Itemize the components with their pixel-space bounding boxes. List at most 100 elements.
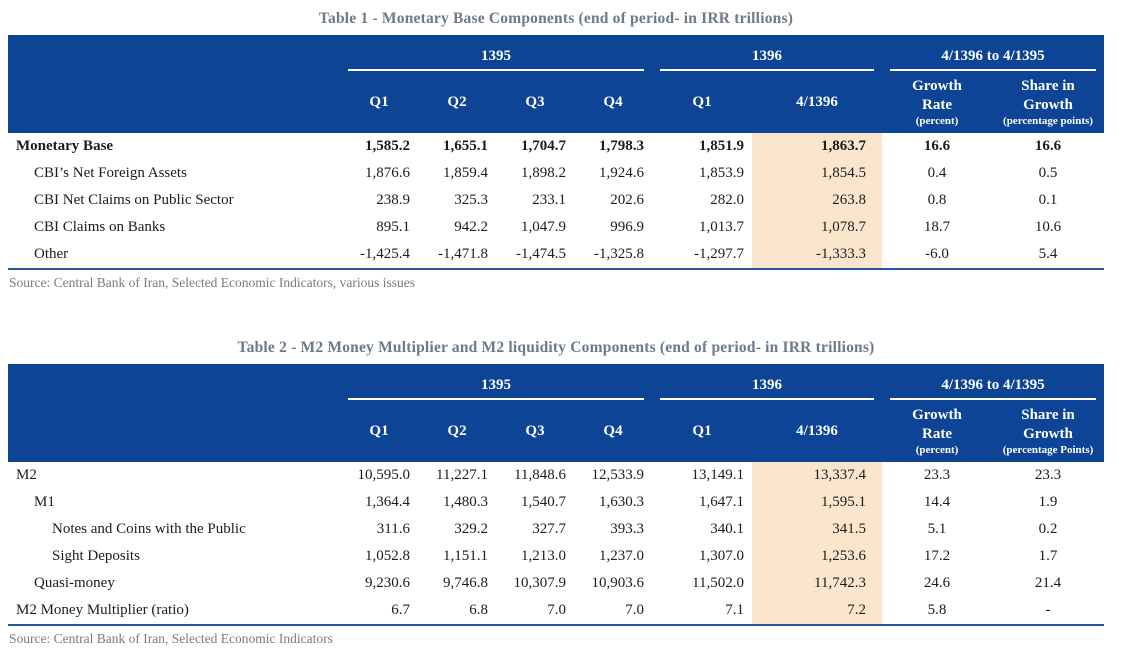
value-cell: 10,307.9 — [496, 570, 574, 597]
table1-body: Monetary Base 1,585.2 1,655.1 1,704.7 1,… — [8, 133, 1104, 270]
change-group: 4/1396 to 4/1395 — [882, 364, 1104, 400]
column-header-q1-1395: Q1 — [340, 71, 418, 133]
value-cell: 1,047.9 — [496, 214, 574, 241]
value-cell: 1.7 — [992, 543, 1104, 570]
table-row: M2 Money Multiplier (ratio) 6.7 6.8 7.0 … — [8, 597, 1104, 626]
value-cell: 282.0 — [652, 187, 752, 214]
value-cell-highlight: 7.2 — [752, 597, 882, 626]
value-cell-highlight: -1,333.3 — [752, 241, 882, 270]
value-cell: 12,533.9 — [574, 462, 652, 489]
row-label: Notes and Coins with the Public — [8, 516, 340, 543]
table2-body: M2 10,595.0 11,227.1 11,848.6 12,533.9 1… — [8, 462, 1104, 626]
table1-source: Source: Central Bank of Iran, Selected E… — [9, 275, 416, 290]
value-cell: 0.5 — [992, 160, 1104, 187]
value-cell-highlight: 1,078.7 — [752, 214, 882, 241]
table2-source: Source: Central Bank of Iran, Selected E… — [9, 631, 333, 646]
year-group-1396-label: 1396 — [660, 375, 874, 400]
value-cell: 1,655.1 — [418, 133, 496, 160]
value-cell: 10,903.6 — [574, 570, 652, 597]
value-cell: 7.0 — [496, 597, 574, 626]
value-cell: 1,013.7 — [652, 214, 752, 241]
column-header-q2-1395: Q2 — [418, 71, 496, 133]
table-row: Other -1,425.4 -1,471.8 -1,474.5 -1,325.… — [8, 241, 1104, 270]
value-cell-highlight: 1,253.6 — [752, 543, 882, 570]
value-cell-highlight: 1,854.5 — [752, 160, 882, 187]
table1-monetary-base: 1395 1396 4/1396 to 4/1395 Q1 Q2 Q3 Q4 Q… — [8, 35, 1104, 270]
value-cell: 7.1 — [652, 597, 752, 626]
value-cell: 311.6 — [340, 516, 418, 543]
year-group-1395: 1395 — [340, 35, 652, 71]
value-cell: 11,227.1 — [418, 462, 496, 489]
value-cell: -6.0 — [882, 241, 992, 270]
value-cell-highlight: 13,337.4 — [752, 462, 882, 489]
value-cell: 0.2 — [992, 516, 1104, 543]
table1-title: Table 1 - Monetary Base Components (end … — [318, 10, 794, 27]
table-row: Monetary Base 1,585.2 1,655.1 1,704.7 1,… — [8, 133, 1104, 160]
row-label: CBI’s Net Foreign Assets — [8, 160, 340, 187]
table-row: CBI’s Net Foreign Assets 1,876.6 1,859.4… — [8, 160, 1104, 187]
value-cell: 23.3 — [882, 462, 992, 489]
column-header-q3-1395: Q3 — [496, 400, 574, 462]
year-group-1396-label: 1396 — [660, 46, 874, 71]
value-cell: 1.9 — [992, 489, 1104, 516]
value-cell: 996.9 — [574, 214, 652, 241]
value-cell: -1,425.4 — [340, 241, 418, 270]
table2-section: Table 2 - M2 Money Multiplier and M2 liq… — [8, 339, 1104, 647]
column-header-q4-1395: Q4 — [574, 71, 652, 133]
table1-column-header-row: Q1 Q2 Q3 Q4 Q1 4/1396 Growth Rate (perce… — [8, 71, 1104, 133]
row-label: M1 — [8, 489, 340, 516]
share-unit: (percentage Points) — [1002, 443, 1094, 456]
column-header-4-1396: 4/1396 — [752, 400, 882, 462]
table-row: Quasi-money 9,230.6 9,746.8 10,307.9 10,… — [8, 570, 1104, 597]
value-cell: 1,924.6 — [574, 160, 652, 187]
value-cell: 1,859.4 — [418, 160, 496, 187]
value-cell: 9,746.8 — [418, 570, 496, 597]
value-cell: 0.1 — [992, 187, 1104, 214]
value-cell: 393.3 — [574, 516, 652, 543]
row-label: CBI Net Claims on Public Sector — [8, 187, 340, 214]
value-cell-highlight: 341.5 — [752, 516, 882, 543]
value-cell-highlight: 1,595.1 — [752, 489, 882, 516]
share-line2: Growth — [1023, 96, 1073, 113]
growth-rate-unit: (percent) — [915, 443, 959, 456]
table2-m2-money-multiplier: 1395 1396 4/1396 to 4/1395 Q1 Q2 Q3 Q4 Q… — [8, 364, 1104, 626]
value-cell: 5.8 — [882, 597, 992, 626]
value-cell: 13,149.1 — [652, 462, 752, 489]
value-cell: 10.6 — [992, 214, 1104, 241]
value-cell: -1,474.5 — [496, 241, 574, 270]
column-header-q3-1395: Q3 — [496, 71, 574, 133]
value-cell: 17.2 — [882, 543, 992, 570]
value-cell: 24.6 — [882, 570, 992, 597]
row-label: Sight Deposits — [8, 543, 340, 570]
share-line2: Growth — [1023, 425, 1073, 442]
value-cell: -1,325.8 — [574, 241, 652, 270]
value-cell: 1,876.6 — [340, 160, 418, 187]
value-cell-highlight: 1,863.7 — [752, 133, 882, 160]
value-cell: 1,213.0 — [496, 543, 574, 570]
table-row: CBI Claims on Banks 895.1 942.2 1,047.9 … — [8, 214, 1104, 241]
share-line1: Share in — [1021, 77, 1075, 94]
value-cell: 238.9 — [340, 187, 418, 214]
change-group-label: 4/1396 to 4/1395 — [890, 46, 1096, 71]
empty-corner-cell — [8, 364, 340, 400]
value-cell: 329.2 — [418, 516, 496, 543]
year-group-1395-label: 1395 — [348, 46, 644, 71]
empty-corner-cell — [8, 400, 340, 462]
table2-title: Table 2 - M2 Money Multiplier and M2 liq… — [237, 339, 875, 356]
value-cell: 1,364.4 — [340, 489, 418, 516]
growth-rate-unit: (percent) — [915, 114, 959, 127]
value-cell: 1,237.0 — [574, 543, 652, 570]
value-cell-highlight: 11,742.3 — [752, 570, 882, 597]
value-cell: 21.4 — [992, 570, 1104, 597]
empty-corner-cell — [8, 35, 340, 71]
row-label: M2 — [8, 462, 340, 489]
empty-corner-cell — [8, 71, 340, 133]
row-label: Quasi-money — [8, 570, 340, 597]
value-cell: 7.0 — [574, 597, 652, 626]
year-group-1396: 1396 — [652, 35, 882, 71]
table1-group-header-row: 1395 1396 4/1396 to 4/1395 — [8, 35, 1104, 71]
growth-rate-line2: Rate — [922, 96, 952, 113]
value-cell: 1,630.3 — [574, 489, 652, 516]
column-header-growth-rate: Growth Rate (percent) — [882, 400, 992, 462]
